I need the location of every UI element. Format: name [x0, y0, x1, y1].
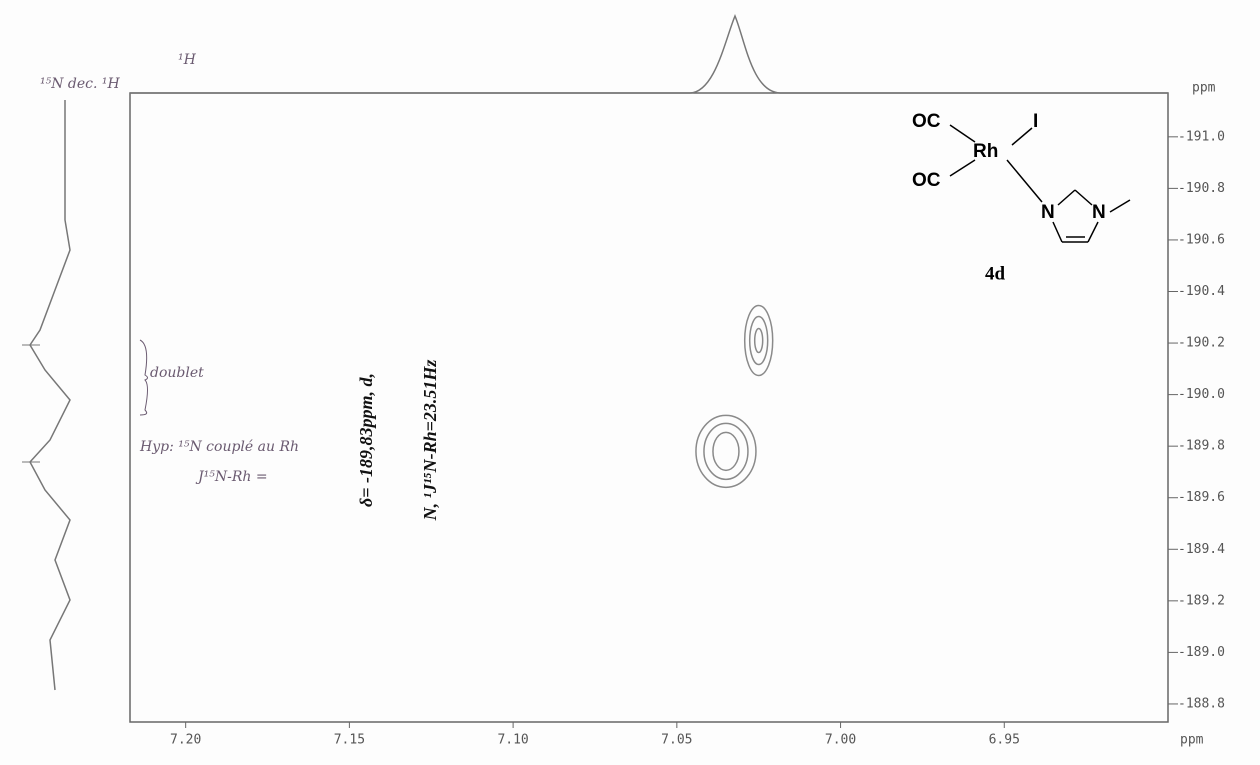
structure — [949, 124, 1131, 243]
y-tick-label: -190.4 — [1178, 284, 1225, 299]
x-tick-label: 7.10 — [497, 733, 528, 748]
left-projection — [29, 100, 71, 691]
atom: N — [1041, 202, 1055, 223]
y-tick-label: -190.0 — [1178, 387, 1225, 402]
y-tick-label: -189.8 — [1178, 439, 1225, 454]
note: doublet — [150, 365, 204, 381]
y-tick-label: -190.6 — [1178, 232, 1225, 247]
atom: Rh — [973, 141, 998, 162]
annotation: N, ¹J¹⁵N-Rh=23.51Hz — [420, 360, 440, 522]
brace — [139, 339, 148, 416]
y-tick-label: -189.2 — [1178, 593, 1225, 608]
y-tick-label: -188.8 — [1178, 696, 1225, 711]
atom: OC — [912, 111, 941, 132]
x-tick-label: 7.15 — [334, 733, 365, 748]
y-tick-label: -191.0 — [1178, 129, 1225, 144]
top-projection — [130, 14, 1168, 94]
note: Hyp: ¹⁵N couplé au Rh — [139, 439, 299, 455]
contour-ring — [753, 327, 764, 354]
x-tick-label: 7.00 — [825, 733, 856, 748]
y-tick-label: -190.2 — [1178, 336, 1225, 351]
y-tick-label: -189.0 — [1178, 645, 1225, 660]
x-tick-label: 6.95 — [989, 733, 1020, 748]
contour-ring — [743, 304, 774, 377]
y-tick-label: -189.6 — [1178, 490, 1225, 505]
contour-ring — [695, 414, 757, 489]
x-tick-label: 7.20 — [170, 733, 201, 748]
y-tick-label: -190.8 — [1178, 181, 1225, 196]
note: J¹⁵N-Rh = — [195, 469, 268, 485]
contour-ring — [748, 315, 769, 366]
annotation: δ= -189,83ppm, d, — [356, 373, 376, 507]
compound-label: 4d — [985, 263, 1006, 284]
atom: I — [1033, 111, 1038, 132]
note: ¹H — [178, 52, 197, 68]
contour-ring — [712, 431, 740, 472]
note: ¹⁵N dec. ¹H — [40, 76, 121, 92]
x-tick-label: 7.05 — [661, 733, 692, 748]
x-axis-label: ppm — [1180, 733, 1204, 748]
contour-ring — [703, 422, 749, 481]
atom: OC — [912, 170, 941, 191]
y-tick-label: -189.4 — [1178, 542, 1225, 557]
atom: N — [1092, 202, 1106, 223]
y-axis-label: ppm — [1192, 81, 1216, 96]
